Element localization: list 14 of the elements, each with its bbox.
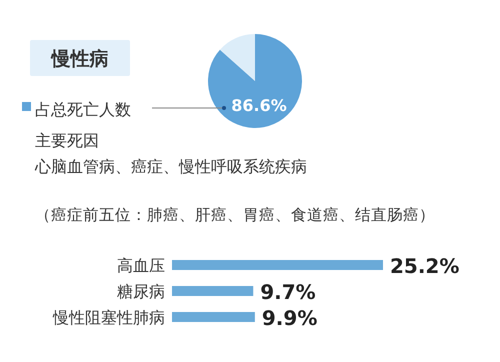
text: 慢性病 xyxy=(50,48,108,70)
data-label: 25.2% xyxy=(390,254,460,278)
text: 心脑血管病、癌症、慢性呼吸系统疾病 xyxy=(34,157,307,176)
text: 主要死因 xyxy=(35,131,99,150)
pie-slice xyxy=(208,34,302,128)
data-label: 9.7% xyxy=(260,280,316,304)
data-label: 9.9% xyxy=(262,306,318,330)
y-tick-label: 高血压 xyxy=(117,256,165,275)
pie-slice xyxy=(220,34,255,81)
text: （癌症前五位：肺癌、肝癌、胃癌、食道癌、结直肠癌） xyxy=(35,206,435,224)
y-tick-label: 糖尿病 xyxy=(117,282,165,301)
y-tick-label: 慢性阻塞性肺病 xyxy=(52,308,165,327)
legend-label: 占总死亡人数 xyxy=(35,100,131,119)
data-label: 86.6% xyxy=(231,96,287,115)
